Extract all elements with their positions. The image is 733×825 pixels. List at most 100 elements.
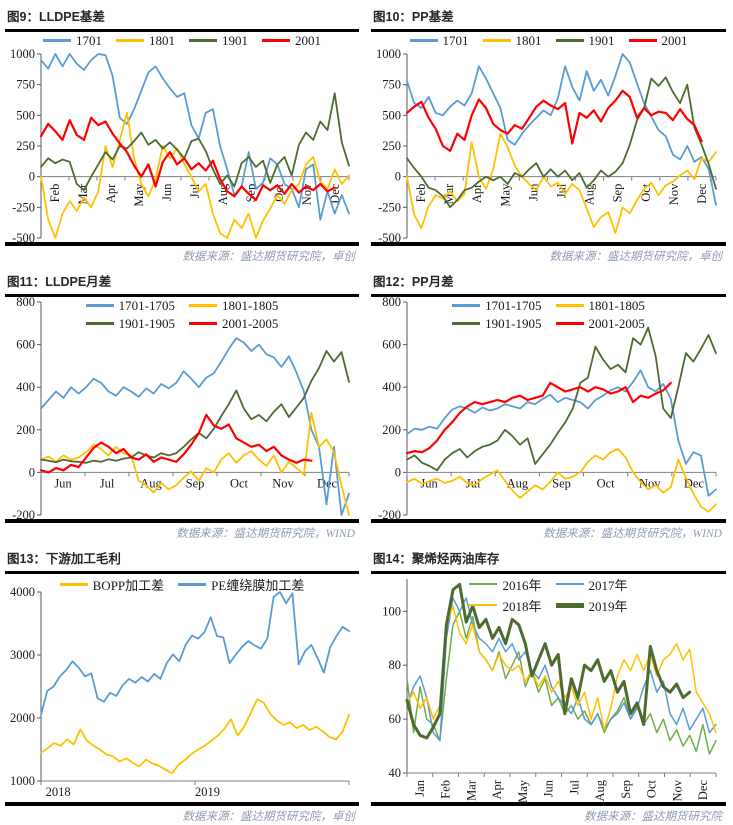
svg-text:600: 600	[382, 337, 401, 351]
svg-text:May: May	[498, 182, 512, 206]
svg-text:200: 200	[16, 422, 35, 436]
svg-text:500: 500	[382, 108, 401, 122]
svg-text:800: 800	[16, 297, 35, 309]
data-source-note: 数据来源：盛达期货研究院，卓创	[182, 251, 356, 263]
chart-area: -500 -250 0 250 500 750 1000 Feb Mar Apr May Jun Jul…	[5, 32, 359, 243]
svg-text:Jun: Jun	[54, 476, 72, 490]
svg-text:Sep: Sep	[186, 476, 205, 490]
svg-text:Feb: Feb	[48, 183, 62, 202]
svg-text:Jan: Jan	[413, 779, 427, 796]
divider	[5, 519, 359, 523]
svg-text:60: 60	[389, 712, 402, 726]
divider	[5, 29, 359, 32]
svg-text:Aug: Aug	[507, 476, 529, 490]
svg-text:-250: -250	[378, 200, 401, 214]
svg-text:Oct: Oct	[639, 183, 653, 202]
divider	[371, 571, 726, 574]
svg-text:1000: 1000	[376, 47, 401, 61]
svg-text:Mar: Mar	[442, 182, 456, 204]
svg-text:Sep: Sep	[619, 780, 633, 799]
svg-text:Aug: Aug	[140, 476, 162, 490]
svg-text:0: 0	[29, 169, 35, 183]
svg-text:Dec: Dec	[317, 476, 338, 490]
svg-text:2018: 2018	[46, 785, 71, 799]
svg-text:-200: -200	[378, 508, 401, 520]
line-chart-canvas: 40 60 80 100 Jan Feb Mar Apr May Jun Jul Aug Sep Oct N…	[382, 578, 717, 803]
divider	[371, 242, 726, 246]
svg-text:Dec: Dec	[696, 779, 710, 800]
panel-title: 图11：LLDPE月差	[7, 275, 112, 289]
svg-text:Oct: Oct	[645, 779, 659, 798]
svg-text:Nov: Nov	[272, 476, 294, 490]
svg-text:Jul: Jul	[188, 183, 202, 198]
svg-text:750: 750	[382, 77, 401, 91]
data-source-note: 数据来源：盛达期货研究院	[584, 811, 722, 823]
chart-panel-fig13: 图13：下游加工毛利 1000 2000 3000 4000 2018 2019 BOPP…	[0, 542, 366, 825]
data-source-note: 数据来源：盛达期货研究院，卓创	[182, 811, 356, 823]
svg-text:4000: 4000	[10, 585, 35, 599]
svg-text:400: 400	[382, 380, 401, 394]
chart-panel-fig11: 图11：LLDPE月差 -200 0 200 400 600 800 Jun Jul Aug Se…	[0, 265, 366, 542]
svg-text:Jun: Jun	[160, 182, 174, 200]
svg-text:Aug: Aug	[593, 779, 607, 801]
svg-text:80: 80	[389, 658, 402, 672]
svg-text:250: 250	[382, 139, 401, 153]
divider	[5, 802, 359, 806]
svg-text:-200: -200	[12, 508, 35, 520]
svg-text:0: 0	[29, 465, 35, 479]
divider	[371, 29, 726, 32]
svg-text:Dec: Dec	[684, 476, 705, 490]
svg-text:800: 800	[382, 297, 401, 309]
svg-text:Sep: Sep	[552, 476, 571, 490]
svg-text:Apr: Apr	[104, 182, 118, 202]
svg-text:Oct: Oct	[230, 476, 249, 490]
svg-text:Sep: Sep	[611, 183, 625, 202]
svg-text:2019: 2019	[195, 785, 220, 799]
divider	[371, 519, 726, 523]
chart-panel-fig9: 图9：LLDPE基差 -500 -250 0 250 500 750 1000 Feb Mar A…	[0, 0, 366, 265]
data-source-note: 数据来源：盛达期货研究院，WIND	[176, 528, 355, 540]
svg-text:0: 0	[395, 465, 401, 479]
svg-text:Feb: Feb	[414, 183, 428, 202]
svg-text:Oct: Oct	[597, 476, 616, 490]
chart-area: 1000 2000 3000 4000 2018 2019 BOPP加工差 PE缠绕膜加工差	[5, 574, 359, 803]
svg-text:-500: -500	[378, 231, 401, 243]
svg-text:Nov: Nov	[670, 779, 684, 801]
line-chart-canvas: 1000 2000 3000 4000 2018 2019	[10, 585, 350, 799]
divider	[5, 242, 359, 246]
svg-text:Apr: Apr	[490, 779, 504, 799]
svg-text:3000: 3000	[10, 648, 35, 662]
svg-text:Apr: Apr	[470, 182, 484, 202]
panel-title: 图10：PP基差	[373, 10, 454, 24]
svg-text:40: 40	[389, 766, 402, 780]
chart-area: -200 0 200 400 600 800 Jun Jul Aug Sep Oct Nov Dec 1…	[5, 297, 359, 520]
svg-text:-500: -500	[12, 231, 35, 243]
svg-text:1000: 1000	[10, 774, 35, 788]
panel-title: 图14：聚烯烃两油库存	[373, 552, 500, 566]
svg-text:750: 750	[16, 77, 35, 91]
svg-text:1000: 1000	[10, 47, 35, 61]
svg-text:Dec: Dec	[695, 183, 709, 204]
divider	[371, 294, 726, 297]
svg-text:Jun: Jun	[542, 779, 556, 797]
svg-text:Jul: Jul	[100, 476, 115, 490]
svg-text:Mar: Mar	[464, 779, 478, 801]
svg-text:Feb: Feb	[439, 780, 453, 799]
chart-panel-fig10: 图10：PP基差 -500 -250 0 250 500 750 1000 Feb Mar Apr…	[366, 0, 733, 265]
svg-text:Mar: Mar	[76, 182, 90, 204]
svg-text:May: May	[132, 182, 146, 206]
divider	[371, 802, 726, 806]
svg-text:0: 0	[395, 169, 401, 183]
svg-text:-250: -250	[12, 200, 35, 214]
svg-text:100: 100	[382, 604, 401, 618]
svg-text:500: 500	[16, 108, 35, 122]
chart-area: -200 0 200 400 600 800 Jun Jul Aug Sep Oct Nov Dec 1…	[371, 297, 726, 520]
svg-text:2000: 2000	[10, 711, 35, 725]
svg-text:May: May	[516, 779, 530, 803]
